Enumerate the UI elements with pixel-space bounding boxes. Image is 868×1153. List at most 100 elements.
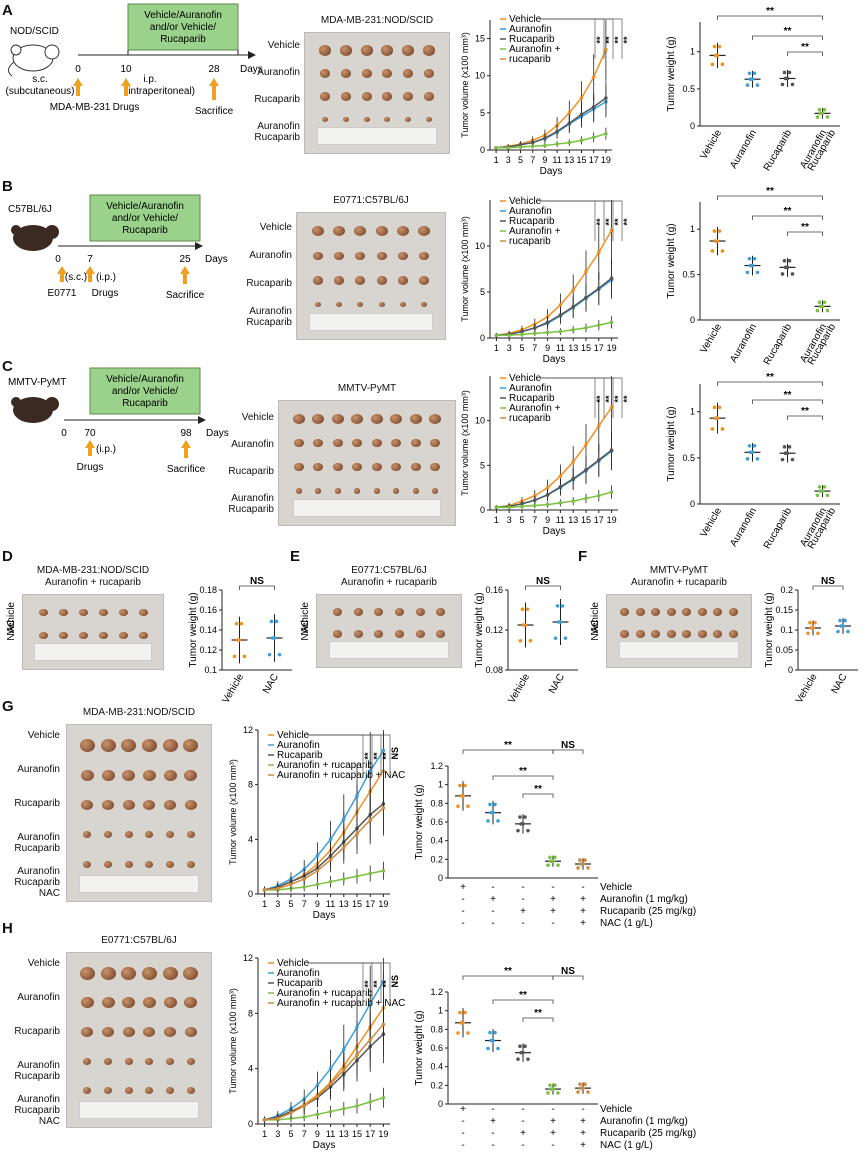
data-point [755, 270, 760, 275]
data-point [558, 474, 563, 478]
y-tick-label: 0.5 [682, 84, 695, 94]
tumor-c [313, 462, 324, 472]
tumor-f [666, 630, 676, 638]
tumor-c [315, 488, 322, 494]
side-label-vehicle-d: Vehicle [6, 602, 17, 635]
data-point [597, 424, 601, 428]
data-point [609, 490, 614, 494]
data-point [558, 484, 563, 489]
data-point [302, 1115, 307, 1119]
treatment-sign: - [551, 882, 554, 893]
ruler [316, 127, 438, 145]
data-point [571, 304, 575, 309]
data-point [578, 858, 582, 862]
x-tick-label: 15 [581, 343, 591, 353]
data-point [239, 621, 244, 626]
row-label: Auranofin [17, 992, 60, 1003]
y-tick-label: 0.2 [430, 854, 443, 864]
tumor-c [370, 413, 383, 425]
ruler [328, 641, 450, 659]
tumor-e [353, 608, 363, 616]
data-point [597, 250, 601, 255]
legend-entry: Vehicle [277, 730, 310, 741]
tumor-h [83, 1087, 92, 1094]
sig-label: ** [784, 26, 792, 37]
data-point [521, 822, 525, 826]
sig-bracket [522, 793, 554, 798]
sig-label: ** [372, 980, 382, 988]
data-point [551, 1087, 555, 1091]
tumor-d [78, 631, 88, 640]
tumor-c [352, 438, 363, 448]
tumor-e [415, 630, 425, 638]
tumor-h [83, 1057, 92, 1065]
category-label: NAC [547, 672, 567, 696]
photo-title-d-1: MDA-MB-231:NOD/SCID [36, 565, 150, 576]
tumor-c [293, 438, 304, 448]
tumor-g [184, 769, 198, 781]
data-point [533, 498, 537, 502]
timeline-a-cell: MDA-MB-231 [50, 102, 111, 113]
y-tick-label: 5 [480, 108, 485, 118]
sig-label: ** [363, 752, 373, 760]
data-point [289, 1111, 293, 1115]
data-point [712, 229, 717, 233]
x-tick-label: 5 [519, 515, 524, 525]
treatment-text-a-1: Vehicle/Auranofin [144, 10, 222, 21]
data-point [381, 1022, 386, 1027]
tumor-h [143, 1026, 156, 1038]
y-tick-label: 0.05 [775, 645, 793, 655]
photo-title-f-2: Auranofin + rucaparib [631, 577, 727, 588]
tumor-d [98, 608, 108, 617]
row-label: Vehicle [27, 958, 60, 969]
category-label: Auranofin [728, 128, 759, 171]
y-axis-label: Tumor weight (g) [666, 406, 677, 481]
sig-label: ** [534, 1008, 542, 1019]
series-line [264, 770, 385, 891]
timeline-a-sc-full: (subcutaneous) [6, 86, 75, 97]
y-tick-label: 8 [248, 1008, 253, 1018]
y-tick-label: 1 [690, 224, 695, 234]
photo-title-b: E0771:C57BL/6J [333, 195, 409, 206]
data-point [355, 1025, 359, 1029]
tumor-h [163, 997, 177, 1009]
data-point [752, 443, 757, 448]
tumor-h [184, 1026, 197, 1038]
tumor-h [183, 967, 199, 980]
row-label: Auranofin Rucaparib [254, 121, 300, 143]
tumor-h [104, 1057, 112, 1065]
data-point [548, 855, 552, 860]
data-point [846, 629, 850, 634]
ruler [34, 643, 152, 661]
sig-bracket [492, 775, 554, 780]
timeline-c-ip: (i.p.) [96, 444, 116, 455]
category-label: Rucaparib [762, 506, 795, 551]
data-point [586, 1090, 590, 1094]
category-label: Vehicle [698, 322, 724, 356]
data-point [533, 326, 537, 330]
data-point [820, 304, 825, 309]
tumor-g [166, 831, 174, 838]
photo-title-e-2: Auranofin + rucaparib [341, 577, 437, 588]
panel-label-g: G [2, 698, 14, 715]
x-tick-label: 7 [302, 899, 307, 909]
tumor-h [164, 1026, 176, 1038]
category-label: Auranofin [728, 506, 759, 549]
y-tick-label: 0.1 [780, 625, 793, 635]
y-tick-label: 0.4 [430, 836, 443, 846]
data-point [825, 115, 830, 119]
treatment-text-a-2: and/or Vehicle/ [150, 22, 216, 33]
legend-entry: Vehicle [509, 196, 542, 207]
data-point [745, 270, 750, 275]
tumor-g [166, 860, 174, 868]
treatment-sign: + [580, 1140, 586, 1151]
x-tick-label: 3 [275, 1129, 280, 1139]
data-point [328, 1082, 333, 1086]
data-point [237, 638, 242, 642]
data-point [586, 866, 590, 870]
y-tick-label: 5 [480, 460, 485, 470]
data-point [787, 70, 792, 75]
tumor-g [104, 831, 112, 838]
series-line [264, 870, 384, 891]
